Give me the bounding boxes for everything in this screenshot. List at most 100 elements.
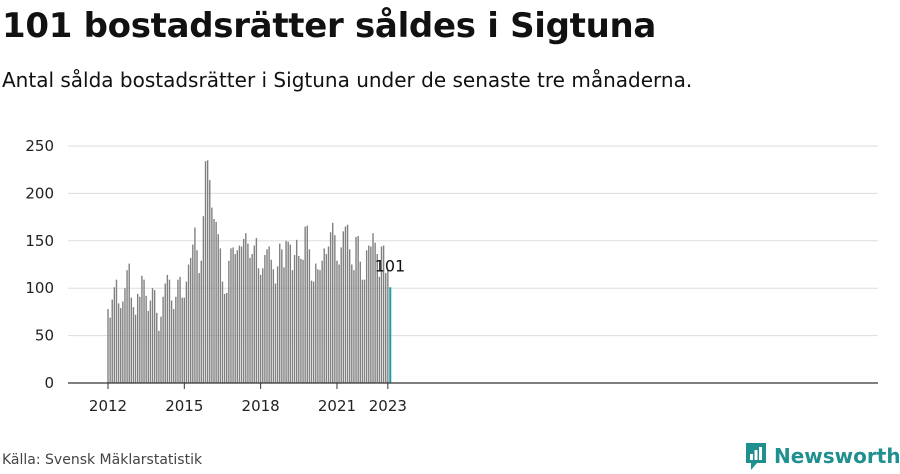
bar	[353, 270, 355, 383]
bar	[130, 297, 133, 383]
source-note: Källa: Svensk Mäklarstatistik	[2, 452, 203, 468]
bar	[249, 257, 251, 383]
bar	[336, 260, 338, 383]
bar	[128, 263, 130, 383]
bar	[162, 296, 164, 383]
bar	[113, 287, 116, 383]
bar	[293, 255, 296, 383]
bar	[342, 231, 345, 383]
bar	[109, 317, 111, 383]
bar	[262, 268, 264, 383]
bar	[126, 270, 128, 383]
bar	[179, 276, 181, 383]
bar	[120, 308, 122, 383]
bar	[177, 279, 179, 383]
bar	[232, 247, 234, 383]
bar	[215, 221, 217, 383]
bar	[117, 303, 120, 383]
bar	[209, 180, 211, 383]
bar	[153, 290, 156, 383]
bar	[370, 246, 372, 383]
bar	[151, 288, 154, 383]
bar	[310, 280, 313, 383]
bar	[281, 249, 283, 383]
bar	[139, 296, 141, 383]
gridlines	[68, 145, 878, 337]
bar	[219, 248, 222, 383]
bar	[143, 279, 145, 383]
bar	[295, 239, 298, 383]
bar	[329, 232, 332, 383]
bar	[304, 226, 306, 383]
bar	[268, 246, 270, 383]
bar	[255, 237, 258, 383]
bar	[344, 226, 347, 383]
bar	[253, 245, 255, 383]
bar	[240, 246, 243, 383]
bar	[122, 301, 124, 383]
page-title: 101 bostadsrätter såldes i Sigtuna	[2, 6, 657, 46]
bar	[325, 254, 328, 383]
bar	[387, 270, 389, 383]
bar	[198, 273, 200, 383]
x-tick-label: 2021	[318, 397, 356, 415]
bar	[274, 283, 277, 383]
bar	[202, 216, 205, 383]
bar	[158, 330, 160, 383]
bar	[346, 224, 349, 383]
bar	[234, 254, 236, 383]
bar	[149, 300, 152, 383]
bar	[115, 279, 118, 383]
bar	[340, 247, 342, 383]
bar	[236, 250, 239, 383]
bar	[308, 249, 311, 383]
bar	[168, 279, 171, 383]
bar	[259, 274, 262, 383]
bar	[287, 241, 289, 383]
bar	[385, 273, 387, 383]
bar	[351, 264, 353, 383]
brand-logo[interactable]: Newsworthy	[744, 441, 900, 471]
y-tick-label: 200	[25, 184, 54, 202]
bar	[359, 261, 361, 383]
bar	[306, 225, 308, 383]
bar	[200, 260, 202, 383]
bar	[173, 309, 175, 383]
bar	[226, 292, 228, 383]
bar	[238, 245, 241, 383]
bar	[141, 275, 143, 383]
bar	[321, 260, 323, 383]
bar	[264, 255, 266, 383]
bar	[363, 279, 366, 383]
bar	[211, 207, 213, 383]
bar-chart: 0 50 100 150 200 250 2012 2015 2018 2021 2023 101	[25, 137, 878, 415]
bar	[145, 295, 147, 383]
bar	[368, 245, 370, 383]
bar	[136, 293, 139, 383]
y-tick-label: 0	[44, 374, 54, 392]
bar	[289, 244, 292, 383]
y-tick-label: 50	[35, 327, 54, 345]
x-tick-label: 2023	[369, 397, 407, 415]
bar	[175, 296, 177, 383]
bar	[257, 268, 260, 383]
bar	[315, 263, 317, 383]
page-subtitle: Antal sålda bostadsrätter i Sigtuna unde…	[2, 68, 693, 92]
bar	[183, 297, 186, 383]
bar	[206, 160, 209, 383]
bar	[192, 244, 194, 383]
bar	[332, 222, 334, 383]
bar	[283, 267, 285, 383]
y-tick-label: 150	[25, 232, 54, 250]
bars	[107, 160, 392, 383]
y-tick-label: 100	[25, 279, 54, 297]
bar	[378, 276, 381, 383]
bar	[376, 254, 378, 383]
data-labels: 101	[375, 256, 406, 275]
bar	[245, 233, 247, 383]
bar	[170, 300, 173, 383]
bar	[111, 299, 113, 383]
bar	[374, 242, 376, 383]
bar	[160, 316, 162, 383]
bar	[132, 307, 135, 383]
